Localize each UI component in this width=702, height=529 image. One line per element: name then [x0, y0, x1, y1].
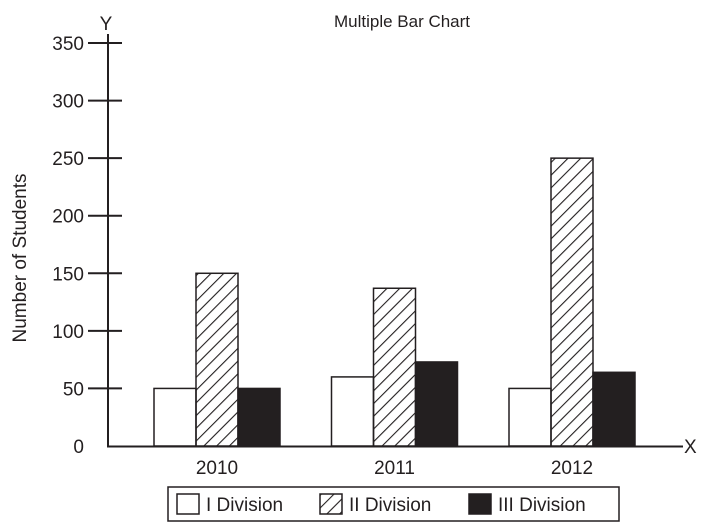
x-tick-label: 2010: [196, 458, 238, 479]
y-tick-label: 300: [52, 92, 84, 113]
bar-ii-division-2012: [550, 157, 594, 447]
bar-i-division-2010: [153, 387, 197, 447]
y-axis-letter: Y: [100, 14, 113, 35]
y-tick-label: 50: [63, 379, 84, 400]
bars-group: [153, 157, 636, 447]
x-axis-letter: X: [684, 437, 697, 458]
bar-i-division-2012: [508, 387, 552, 447]
y-axis-label: Number of Students: [10, 174, 31, 343]
y-tick-label: 350: [52, 34, 84, 55]
bar-ii-division-2011: [372, 287, 417, 447]
y-tick-label: 250: [52, 149, 84, 170]
legend-box: [167, 486, 620, 522]
legend-swatch: [319, 493, 343, 515]
bar-iii-division-2011: [414, 361, 459, 447]
bar-i-division-2011: [330, 376, 375, 447]
legend-label: I Division: [206, 495, 283, 516]
legend-swatch: [468, 493, 492, 515]
y-tick-label-zero: 0: [73, 437, 84, 458]
legend: I Division II Division III Division: [167, 486, 620, 522]
x-tick-label: 2012: [551, 458, 593, 479]
x-ticks-group: 2010 2011 2012: [196, 458, 593, 479]
legend-swatch: [176, 493, 200, 515]
y-tick-label: 150: [52, 264, 84, 285]
bar-iii-division-2012: [592, 371, 636, 447]
x-tick-label: 2011: [374, 458, 415, 479]
chart-title: Multiple Bar Chart: [334, 12, 470, 31]
legend-label: II Division: [349, 495, 431, 516]
bar-ii-division-2010: [195, 272, 239, 447]
bar-iii-division-2010: [237, 387, 281, 447]
y-tick-label: 200: [52, 207, 84, 228]
legend-label: III Division: [498, 495, 586, 516]
y-tick-label: 100: [52, 322, 84, 343]
y-ticks-group: 50 100 150 200 250 300 350 0: [52, 34, 122, 458]
